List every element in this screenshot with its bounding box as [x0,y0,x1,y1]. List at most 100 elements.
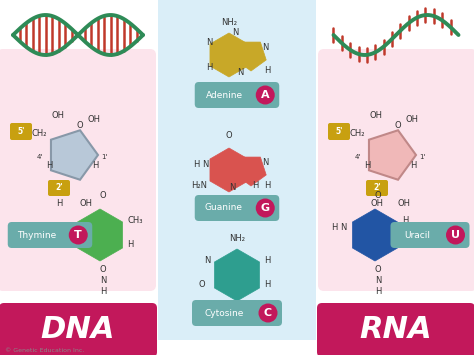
Text: 5': 5' [335,127,343,137]
Text: N: N [375,276,381,285]
Text: H: H [364,160,370,169]
Text: 1': 1' [101,154,107,160]
Polygon shape [369,130,416,180]
FancyBboxPatch shape [328,123,350,140]
Text: H: H [375,287,381,296]
Text: H: H [127,240,133,249]
Text: OH: OH [52,110,64,120]
Text: OH: OH [405,115,419,124]
Text: O: O [374,191,381,200]
Text: H: H [46,160,52,169]
FancyBboxPatch shape [366,180,388,196]
Circle shape [446,225,465,245]
FancyBboxPatch shape [0,303,157,355]
Text: T: T [74,230,82,240]
Text: H: H [234,313,240,322]
Text: OH: OH [398,198,410,208]
Text: NH₂: NH₂ [221,18,237,27]
Text: CH₂: CH₂ [349,130,365,138]
Polygon shape [214,249,260,301]
Text: O: O [395,120,401,130]
Text: H N: H N [57,223,73,232]
Polygon shape [77,209,122,261]
Text: G: G [261,203,270,213]
Polygon shape [51,130,98,180]
Bar [158,0,316,340]
Text: N: N [234,301,240,310]
Text: H₂N: H₂N [191,181,207,190]
Text: Cytosine: Cytosine [204,308,244,317]
Text: H: H [402,240,408,249]
FancyBboxPatch shape [10,123,32,140]
Text: H N: H N [194,160,210,169]
FancyBboxPatch shape [318,49,474,291]
Text: Thymine: Thymine [18,230,56,240]
Text: H: H [252,181,258,190]
Text: 2': 2' [373,184,381,192]
Polygon shape [236,157,266,186]
Text: OH: OH [88,115,100,124]
Text: H: H [264,66,270,75]
Polygon shape [210,148,248,192]
Text: O: O [199,280,205,289]
Text: 4': 4' [37,154,43,160]
Text: H: H [206,63,212,72]
Text: Guanine: Guanine [205,203,243,213]
Text: N: N [204,256,210,265]
Text: 5': 5' [17,127,25,137]
Text: H: H [410,160,416,169]
Text: OH: OH [80,198,92,208]
Text: N: N [262,158,268,167]
Text: CH₃: CH₃ [127,216,143,225]
FancyBboxPatch shape [192,300,282,326]
FancyBboxPatch shape [8,222,92,248]
Text: H: H [264,181,270,190]
Text: U: U [451,230,460,240]
Text: H: H [402,216,408,225]
Text: N: N [100,276,106,285]
Text: O: O [100,191,106,200]
Text: CH₂: CH₂ [31,130,47,138]
Text: OH: OH [370,110,383,120]
Text: C: C [264,308,272,318]
Text: H: H [264,256,270,265]
Text: N: N [232,28,238,37]
Text: © Genetic Education Inc.: © Genetic Education Inc. [5,348,84,353]
Text: O: O [226,131,232,140]
Text: H: H [92,160,98,169]
Text: O: O [77,120,83,130]
Polygon shape [210,33,248,77]
Text: N: N [229,183,235,192]
FancyBboxPatch shape [391,222,470,248]
Text: H N: H N [332,223,348,232]
Text: O: O [374,265,381,274]
Text: 2': 2' [55,184,63,192]
Text: N: N [262,43,268,52]
Polygon shape [353,209,398,261]
Text: H: H [56,198,62,208]
Circle shape [256,198,275,218]
FancyBboxPatch shape [195,82,279,108]
Polygon shape [236,42,266,71]
Text: 1': 1' [419,154,425,160]
FancyBboxPatch shape [0,49,156,291]
Text: N: N [237,68,243,77]
Circle shape [256,86,275,104]
Text: H: H [264,280,270,289]
Text: NH₂: NH₂ [229,234,245,243]
FancyBboxPatch shape [48,180,70,196]
Text: O: O [100,265,106,274]
Text: H: H [100,287,106,296]
Text: N: N [206,38,212,47]
Circle shape [258,304,277,322]
Text: Adenine: Adenine [205,91,243,99]
Text: A: A [261,90,270,100]
Text: OH: OH [371,198,383,208]
Circle shape [69,225,88,245]
Text: Uracil: Uracil [404,230,430,240]
Text: RNA: RNA [360,316,432,344]
FancyBboxPatch shape [317,303,474,355]
Text: 4': 4' [355,154,361,160]
FancyBboxPatch shape [195,195,279,221]
Text: DNA: DNA [41,316,115,344]
